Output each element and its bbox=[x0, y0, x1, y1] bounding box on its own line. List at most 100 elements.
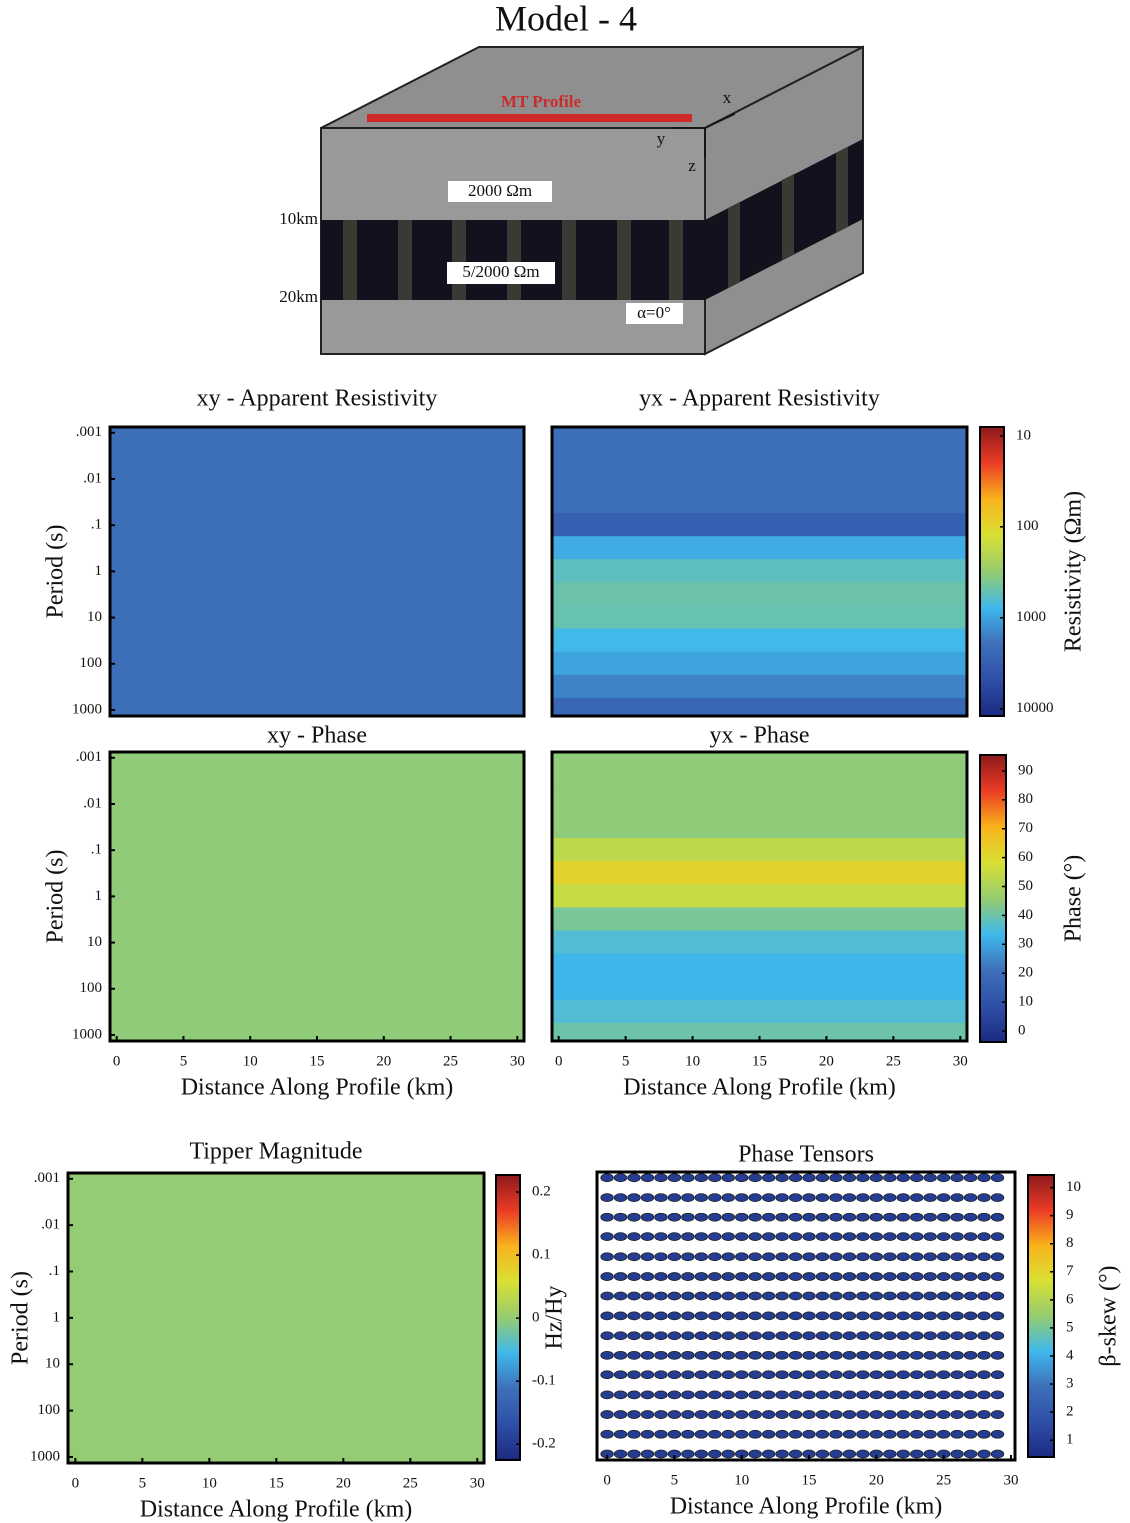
heatmap-band bbox=[552, 489, 967, 514]
phase-tensor bbox=[708, 1350, 722, 1360]
phase-tensor bbox=[829, 1272, 843, 1281]
y-tick-label: 1000 bbox=[72, 701, 102, 717]
y-axis-label: Period (s) bbox=[8, 1271, 34, 1365]
phase-tensor bbox=[681, 1311, 695, 1321]
phase-tensor bbox=[775, 1252, 789, 1262]
x-tick-label: 0 bbox=[603, 1472, 611, 1488]
phase-tensor bbox=[654, 1311, 668, 1321]
heatmap-band bbox=[110, 814, 524, 839]
phase-tensor bbox=[802, 1390, 816, 1400]
phase-tensor bbox=[748, 1173, 762, 1183]
phase-tensor bbox=[856, 1449, 870, 1459]
phase-tensor bbox=[923, 1429, 937, 1439]
colorbar-tick-label: 0 bbox=[532, 1310, 540, 1326]
phase-tensor bbox=[613, 1193, 628, 1203]
phase-tensor bbox=[667, 1252, 682, 1262]
heatmap-band bbox=[552, 884, 967, 908]
phase-tensor bbox=[883, 1410, 897, 1419]
heatmap-band bbox=[110, 930, 524, 955]
x-tick-label: 5 bbox=[139, 1475, 147, 1491]
phase-tensor bbox=[708, 1212, 722, 1222]
phase-tensor bbox=[748, 1449, 762, 1459]
phase-tensor bbox=[815, 1311, 830, 1321]
y-tick-label: .01 bbox=[41, 1217, 60, 1233]
phase-tensor bbox=[856, 1390, 870, 1400]
phase-tensor bbox=[748, 1429, 762, 1439]
phase-tensor bbox=[613, 1311, 628, 1321]
phase-tensor bbox=[802, 1193, 816, 1203]
phase-tensor bbox=[788, 1212, 803, 1222]
phase-tensor bbox=[802, 1232, 816, 1242]
phase-tensor bbox=[990, 1291, 1005, 1301]
panel-title: Tipper Magnitude bbox=[189, 1139, 362, 1165]
phase-tensor bbox=[600, 1390, 614, 1400]
phase-tensor bbox=[735, 1390, 749, 1400]
phase-tensor bbox=[977, 1311, 991, 1321]
phase-tensor bbox=[802, 1311, 816, 1321]
phase-tensor bbox=[600, 1252, 614, 1262]
phase-tensor bbox=[963, 1272, 978, 1281]
phase-tensor bbox=[654, 1232, 668, 1242]
phase-tensor bbox=[748, 1272, 762, 1281]
phase-tensor bbox=[721, 1311, 735, 1321]
heatmap-band bbox=[110, 466, 524, 491]
phase-tensor bbox=[896, 1449, 910, 1459]
phase-tensor bbox=[856, 1410, 870, 1419]
phase-tensor bbox=[950, 1252, 964, 1262]
colorbar bbox=[979, 426, 1005, 717]
phase-tensor bbox=[829, 1390, 843, 1400]
y-tick-label: 10 bbox=[45, 1356, 60, 1372]
panel: xy - Phase .001 .01 .1 1 10 100 1000 0 5 10 15 20 25 3… bbox=[43, 723, 526, 1101]
phase-tensor bbox=[681, 1232, 695, 1242]
phase-tensor bbox=[667, 1272, 682, 1281]
x-tick-label: 0 bbox=[555, 1053, 563, 1069]
phase-tensor bbox=[977, 1232, 991, 1242]
phase-tensor bbox=[600, 1291, 614, 1301]
colorbar-tick-label: 80 bbox=[1018, 791, 1033, 807]
phase-tensor bbox=[721, 1173, 735, 1183]
phase-tensor bbox=[977, 1449, 991, 1459]
phase-tensor bbox=[748, 1331, 762, 1341]
plot-frame bbox=[595, 1170, 1017, 1462]
phase-tensor bbox=[708, 1410, 722, 1419]
phase-tensor bbox=[627, 1449, 641, 1459]
colorbar-tick-label: 40 bbox=[1018, 907, 1033, 923]
heatmap-band bbox=[110, 953, 524, 978]
phase-tensor bbox=[627, 1429, 641, 1439]
y-tick-label: 10 bbox=[87, 934, 102, 950]
heatmap-band bbox=[552, 861, 967, 885]
phase-tensor bbox=[963, 1449, 978, 1459]
heatmap-band bbox=[110, 651, 524, 676]
phase-tensor bbox=[694, 1272, 709, 1281]
phase-tensor bbox=[627, 1291, 641, 1301]
phase-tensor bbox=[613, 1252, 628, 1262]
phase-tensor bbox=[708, 1252, 722, 1262]
y-tick-label: .01 bbox=[83, 470, 102, 486]
heatmap-band bbox=[110, 536, 524, 560]
phase-tensor bbox=[910, 1311, 924, 1321]
x-tick-label: 25 bbox=[403, 1475, 418, 1491]
heatmap-band bbox=[552, 605, 967, 630]
phase-tensor bbox=[829, 1232, 843, 1242]
phase-tensor bbox=[977, 1252, 991, 1262]
phase-tensor bbox=[761, 1252, 776, 1262]
y-tick-label: 100 bbox=[38, 1402, 61, 1418]
phase-tensor bbox=[788, 1449, 803, 1459]
phase-tensor bbox=[694, 1311, 709, 1321]
model-block: MT Profile x y z 2000 Ωm 5/2000 Ωm 10km … bbox=[279, 45, 864, 356]
phase-tensor bbox=[654, 1449, 668, 1459]
phase-tensor bbox=[748, 1370, 762, 1380]
heatmap-band bbox=[552, 513, 967, 537]
x-tick-label: 10 bbox=[202, 1475, 217, 1491]
phase-tensor bbox=[896, 1350, 910, 1360]
heatmap-band bbox=[552, 651, 967, 676]
x-tick-label: 5 bbox=[622, 1053, 630, 1069]
phase-tensor bbox=[923, 1449, 937, 1459]
phase-tensor bbox=[815, 1232, 830, 1242]
phase-tensor bbox=[802, 1370, 816, 1380]
phase-tensor bbox=[721, 1350, 735, 1360]
phase-tensor bbox=[761, 1449, 776, 1459]
phase-tensor bbox=[654, 1212, 668, 1222]
phase-tensor bbox=[667, 1311, 682, 1321]
phase-tensor bbox=[896, 1193, 910, 1203]
